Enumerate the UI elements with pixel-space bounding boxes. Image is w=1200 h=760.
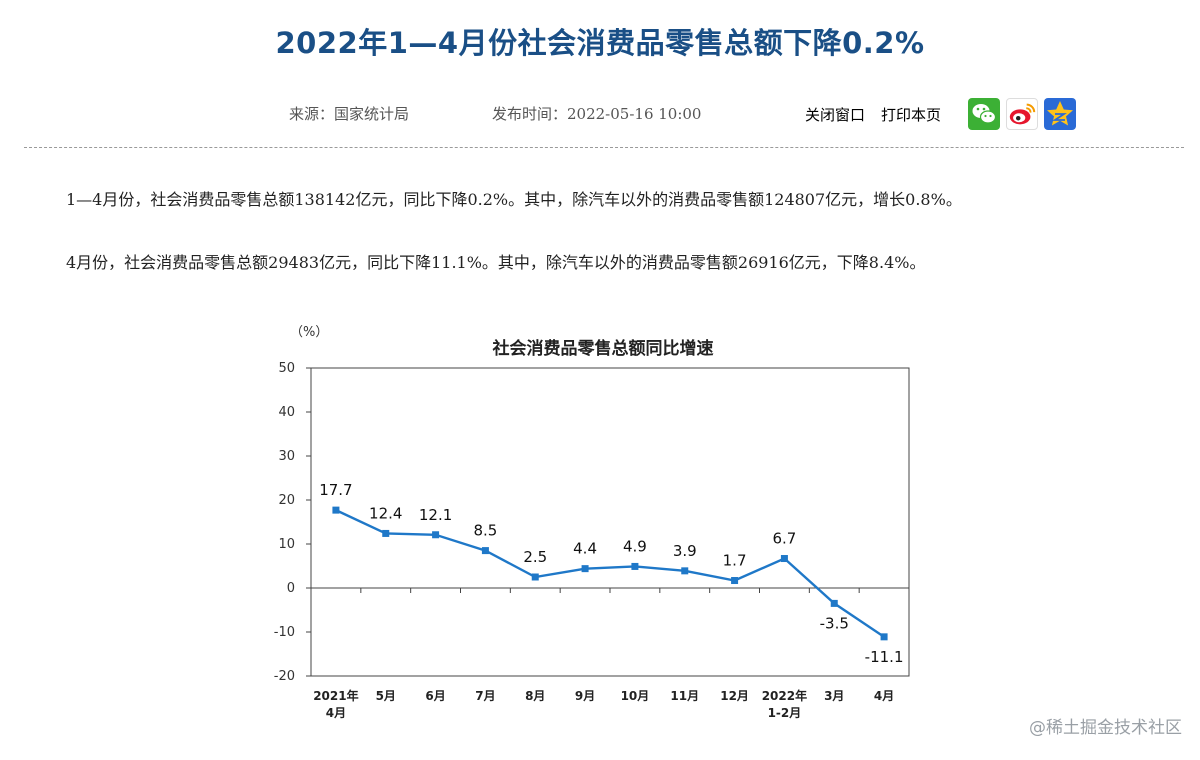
x-tick-label: 1-2月	[768, 706, 802, 720]
data-label: 4.9	[623, 537, 647, 555]
x-tick-label: 6月	[425, 689, 445, 703]
x-tick-label: 7月	[475, 689, 495, 703]
x-tick-label: 2022年	[762, 688, 807, 703]
data-label: 3.9	[673, 542, 697, 560]
chart-container: （%） 社会消费品零售总额同比增速 50 40 30 20 10 0 -10 -20 2021年…	[0, 300, 1200, 755]
article-meta: 来源：国家统计局 发布时间：2022-05-16 10:00 关闭窗口 打印本页	[0, 98, 1200, 130]
summary-paragraph-1: 1—4月份，社会消费品零售总额138142亿元，同比下降0.2%。其中，除汽车以…	[66, 190, 962, 209]
x-tick-label: 12月	[720, 689, 749, 703]
x-tick-label: 10月	[621, 689, 650, 703]
data-point	[631, 562, 639, 570]
data-label: 12.4	[369, 504, 402, 522]
x-tick-label: 5月	[376, 689, 396, 703]
weibo-icon[interactable]	[1006, 98, 1038, 130]
plot-area	[310, 367, 910, 677]
data-label: -11.1	[865, 648, 904, 666]
y-tick-label: -20	[274, 669, 295, 684]
summary-paragraph-2: 4月份，社会消费品零售总额29483亿元，同比下降11.1%。其中，除汽车以外的…	[66, 253, 926, 272]
data-point	[432, 531, 440, 539]
data-point	[830, 599, 838, 607]
data-label: 1.7	[723, 552, 747, 570]
qzone-icon[interactable]	[1044, 98, 1076, 130]
close-window-button[interactable]: 关闭窗口	[805, 106, 866, 124]
data-label: 12.1	[419, 506, 452, 524]
x-tick-label: 4月	[874, 689, 894, 703]
line-chart: （%） 社会消费品零售总额同比增速 50 40 30 20 10 0 -10 -20 2021年…	[274, 325, 910, 720]
data-label: 8.5	[473, 522, 497, 540]
series-line	[335, 509, 885, 638]
header-divider	[24, 147, 1184, 148]
print-page-button[interactable]: 打印本页	[881, 106, 942, 124]
article-title: 2022年1—4月份社会消费品零售总额下降0.2%	[275, 26, 925, 60]
x-tick-label: 8月	[525, 689, 545, 703]
x-tick-label: 9月	[575, 689, 595, 703]
y-tick-label: 0	[287, 581, 295, 596]
x-tick-label: 4月	[326, 706, 346, 720]
y-tick-label: 50	[278, 361, 295, 376]
data-point	[332, 506, 340, 514]
data-label: -3.5	[820, 614, 849, 632]
x-tick-label: 3月	[824, 689, 844, 703]
watermark: @稀土掘金技术社区	[1029, 718, 1182, 738]
data-point	[581, 565, 589, 573]
data-point	[681, 567, 689, 575]
y-tick-label: 30	[278, 449, 295, 464]
data-label: 2.5	[523, 548, 547, 566]
data-label: 6.7	[772, 530, 796, 548]
data-point	[382, 529, 390, 537]
y-tick-label: 20	[278, 493, 295, 508]
x-tick-label: 2021年	[313, 688, 358, 703]
y-tick-label: -10	[274, 625, 295, 640]
data-label: 17.7	[319, 481, 352, 499]
wechat-icon[interactable]	[968, 98, 1000, 130]
data-point	[531, 573, 539, 581]
chart-title: 社会消费品零售总额同比增速	[492, 338, 714, 359]
data-point	[481, 547, 489, 555]
data-point	[731, 577, 739, 585]
y-unit-label: （%）	[290, 325, 328, 340]
data-label: 4.4	[573, 540, 597, 558]
x-tick-label: 11月	[670, 689, 699, 703]
source-text: 来源：国家统计局	[289, 105, 410, 123]
y-tick-label: 10	[278, 537, 295, 552]
publish-time: 发布时间：2022-05-16 10:00	[492, 105, 702, 123]
data-point	[880, 633, 888, 641]
y-tick-label: 40	[278, 405, 295, 420]
data-point	[780, 555, 788, 563]
